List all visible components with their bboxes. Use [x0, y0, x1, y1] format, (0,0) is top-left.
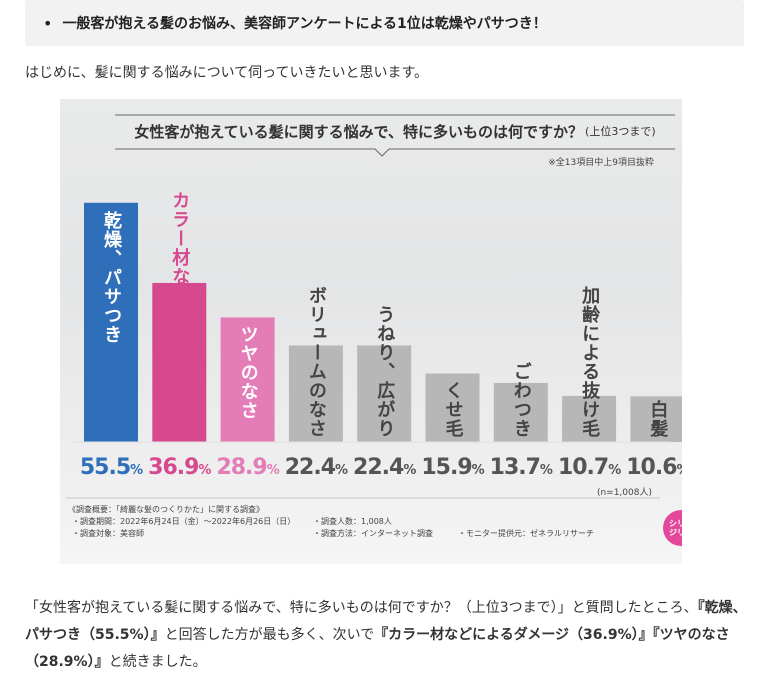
- summary-text-1: 「女性客が抱えている髪に関する悩みで、特に多いものは何ですか？（上位3つまで）」…: [25, 600, 698, 616]
- survey-chart-figure: 女性客が抱えている髪に関する悩みで、特に多いものは何ですか？ (上位3つまで) …: [60, 99, 682, 564]
- bar-label-7: ごわつき: [510, 362, 532, 438]
- bar-4: [288, 345, 343, 442]
- value-label-7: 13.7%: [489, 455, 553, 480]
- bar-label-1: 乾燥、パサつき: [101, 210, 122, 344]
- logo-line-2: ジリカ: [669, 528, 682, 537]
- bar-label-9: 白髪: [647, 400, 669, 438]
- bar-8: [562, 395, 617, 442]
- bar-label-5: うねり、広がり: [374, 305, 396, 438]
- chart-note: ※全13項目中上9項目抜粋: [548, 158, 654, 168]
- survey-count: ・調査人数：1,008人: [313, 517, 392, 526]
- bar-9: [630, 396, 682, 442]
- logo-line-1: シリカ: [669, 519, 682, 528]
- survey-method: ・調査方法：インターネット調査: [313, 529, 433, 538]
- sample-size-note: (n=1,008人): [596, 488, 652, 498]
- value-label-8: 10.7%: [557, 455, 621, 480]
- bar-label-2: カラー材などによるダメージ: [169, 191, 191, 438]
- survey-period: ・調査期間：2022年6月24日（金）〜2022年6月26日（日）: [72, 517, 296, 526]
- intro-text: はじめに、髪に関する悩みについて伺っていきたいと思います。: [25, 65, 429, 81]
- bar-label-4: ボリュームのなさ: [305, 286, 327, 438]
- summary-text-2: と回答した方が最も多く、次いで: [164, 627, 375, 643]
- value-label-6: 15.9%: [421, 455, 484, 480]
- value-label-1: 55.5%: [79, 455, 143, 480]
- bar-label-3: ツヤのなさ: [237, 325, 259, 421]
- section-heading-box: • 一般客が抱える髪のお悩み、美容師アンケートによる1位は乾燥やパサつき！: [25, 0, 744, 46]
- value-label-4: 22.4%: [284, 455, 348, 480]
- chart-title-suffix: (上位3つまで): [585, 125, 656, 138]
- bar-label-6: くせ毛: [442, 381, 464, 438]
- value-label-9: 10.6%: [626, 455, 682, 480]
- brand-logo: シリカ ジリカ: [663, 510, 682, 546]
- value-label-2: 36.9%: [148, 455, 211, 480]
- chart-title-text: 女性客が抱えている髪に関する悩みで、特に多いものは何ですか？: [134, 122, 584, 141]
- bar-1: [84, 202, 138, 442]
- bar-5: [357, 345, 412, 442]
- survey-provider: ・モニター提供元：ゼネラルリサーチ: [458, 529, 594, 538]
- bar-chart: [66, 114, 682, 499]
- bar-3: [220, 317, 275, 442]
- bar-6: [425, 373, 480, 442]
- value-label-5: 22.4%: [353, 455, 416, 480]
- survey-target: ・調査対象：美容師: [72, 529, 144, 538]
- bullet-marker: •: [43, 13, 53, 33]
- bar-7: [493, 382, 548, 442]
- bar-label-8: 加齢による抜け毛: [579, 286, 601, 438]
- summary-bold-2: 『カラー材などによるダメージ（36.9%）』『ツヤのなさ（28.9%）』: [25, 627, 730, 670]
- summary-bold-1: 『乾燥、パサつき（55.5%）』: [25, 600, 747, 643]
- summary-text-3: と続きました。: [108, 654, 207, 670]
- chart-title-frame: [115, 114, 675, 157]
- bar-2: [152, 282, 207, 442]
- summary-paragraph: 「女性客が抱えている髪に関する悩みで、特に多いものは何ですか？（上位3つまで）」…: [25, 595, 747, 676]
- survey-heading: 《調査概要：「綺麗な髪のつくりかた」に関する調査》: [68, 505, 264, 514]
- value-label-3: 28.9%: [216, 455, 279, 480]
- section-heading: 一般客が抱える髪のお悩み、美容師アンケートによる1位は乾燥やパサつき！: [62, 16, 547, 32]
- chart-title: 女性客が抱えている髪に関する悩みで、特に多いものは何ですか？ (上位3つまで): [115, 113, 675, 149]
